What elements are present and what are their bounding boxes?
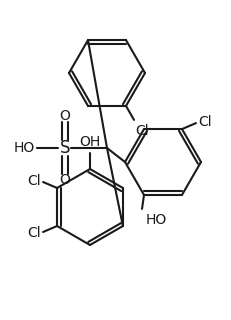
Text: Cl: Cl — [27, 226, 41, 240]
Text: Cl: Cl — [27, 174, 41, 188]
Text: Cl: Cl — [134, 124, 148, 138]
Text: O: O — [59, 109, 70, 123]
Text: OH: OH — [79, 135, 100, 149]
Text: HO: HO — [145, 213, 167, 227]
Text: HO: HO — [14, 141, 35, 155]
Text: S: S — [60, 139, 70, 157]
Text: Cl: Cl — [197, 115, 211, 129]
Text: O: O — [59, 173, 70, 187]
